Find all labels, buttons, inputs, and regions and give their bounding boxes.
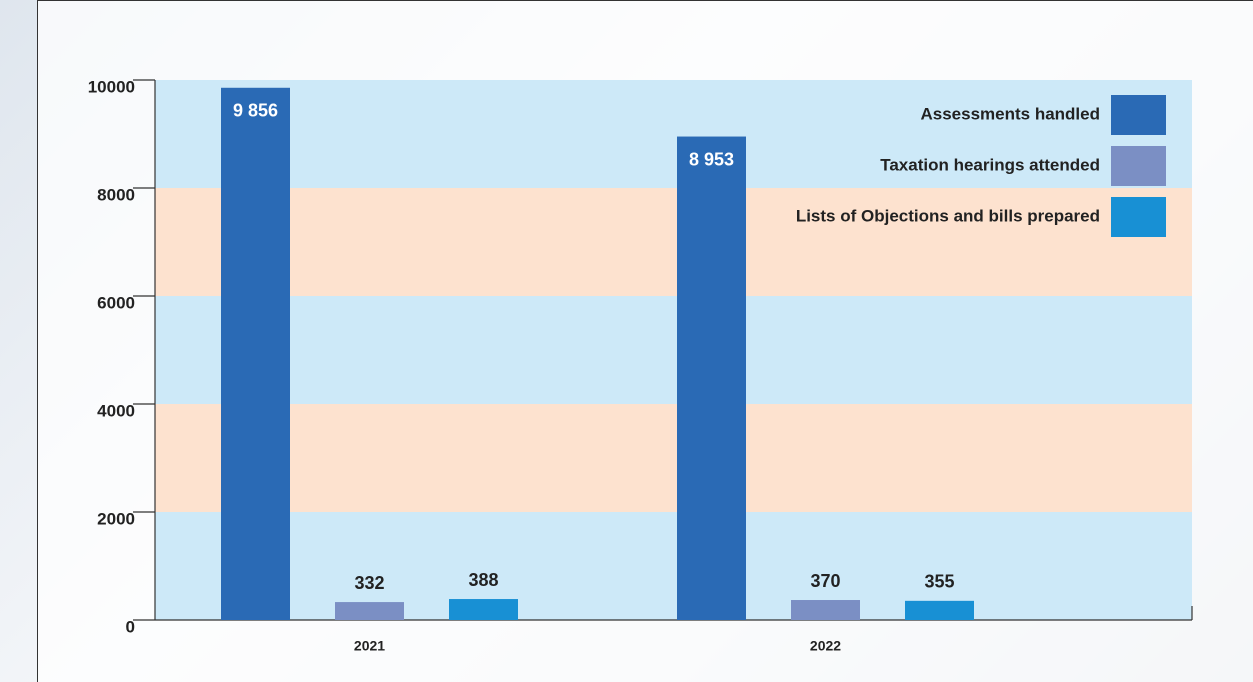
value-label: 9 856 <box>233 101 278 121</box>
plot-band <box>155 404 1192 512</box>
legend-label: Lists of Objections and bills prepared <box>796 206 1100 225</box>
value-label: 355 <box>924 572 954 592</box>
bar <box>335 602 404 620</box>
y-tick-label: 8000 <box>97 185 135 204</box>
plot-band <box>155 296 1192 404</box>
x-tick-label: 2022 <box>810 638 841 654</box>
bar <box>677 137 746 620</box>
y-tick-label: 10000 <box>88 77 135 96</box>
y-tick-label: 6000 <box>97 293 135 312</box>
legend-label: Taxation hearings attended <box>880 155 1100 174</box>
value-label: 388 <box>468 570 498 590</box>
x-tick-label: 2021 <box>354 638 385 654</box>
bar <box>449 599 518 620</box>
value-label: 332 <box>354 573 384 593</box>
plot-band <box>155 512 1192 620</box>
chart: 0 2000 4000 6000 8000 10000 2021 9 856 332 388 202… <box>0 0 1253 682</box>
value-label: 370 <box>810 571 840 591</box>
page: {"chart_data": {"type": "bar", "categori… <box>0 0 1253 682</box>
y-tick-label: 4000 <box>97 401 135 420</box>
value-label: 8 953 <box>689 149 734 169</box>
bar <box>791 600 860 620</box>
legend-label: Assessments handled <box>920 104 1100 123</box>
bar <box>221 88 290 620</box>
legend-swatch <box>1111 197 1166 237</box>
legend-swatch <box>1111 95 1166 135</box>
y-tick-label: 2000 <box>97 509 135 528</box>
plot-band <box>155 188 1192 296</box>
bar <box>905 601 974 620</box>
legend-swatch <box>1111 146 1166 186</box>
y-tick-label: 0 <box>126 617 135 636</box>
